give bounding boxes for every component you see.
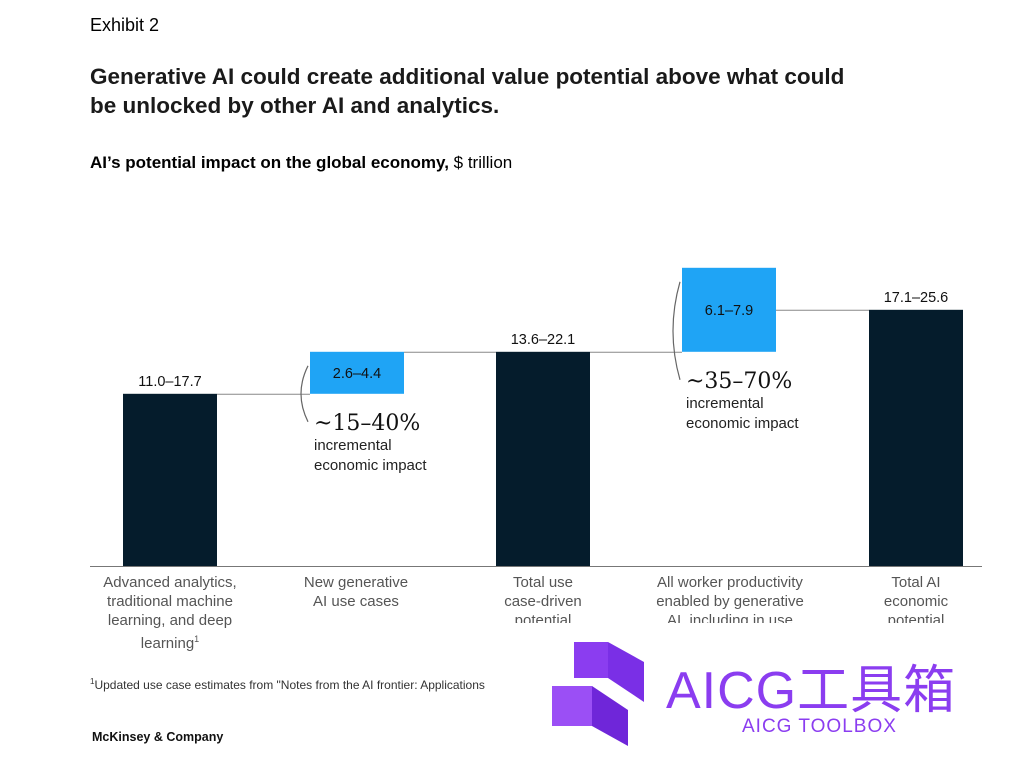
footnote-text: Updated use case estimates from "Notes f… bbox=[94, 678, 485, 692]
footnote-mark: 1 bbox=[90, 677, 95, 686]
watermark-text: AICG工具箱 bbox=[666, 662, 957, 720]
category-label-line: All worker productivity bbox=[657, 574, 803, 591]
category-label-line: Total AI bbox=[891, 574, 941, 591]
bar-2 bbox=[310, 351, 404, 394]
bar-1 bbox=[123, 393, 217, 566]
category-label-line: New generative bbox=[303, 574, 409, 591]
bar-value-label-2: 2.6–4.4 bbox=[333, 366, 381, 382]
impact-caption-line2-1: economic impact bbox=[314, 457, 427, 474]
bracket-1 bbox=[300, 365, 309, 423]
bar-value-label-3: 13.6–22.1 bbox=[511, 332, 576, 348]
category-label-line: learning bbox=[140, 635, 195, 651]
impact-caption-line1-1: incremental bbox=[314, 437, 392, 454]
category-label-5: Total AI economic potential bbox=[826, 573, 1006, 623]
category-label-2: New generative AI use cases bbox=[266, 573, 446, 613]
category-label-line: Total use bbox=[512, 574, 574, 591]
category-label-line: Advanced analytics, bbox=[103, 574, 237, 591]
bar-value-label-4: 6.1–7.9 bbox=[705, 303, 753, 319]
impact-caption-line2-2: economic impact bbox=[686, 415, 799, 432]
subtitle-main: AI’s potential impact on the global econ… bbox=[90, 153, 449, 172]
category-label-line: AI use cases bbox=[313, 593, 399, 610]
chart-subtitle: AI’s potential impact on the global econ… bbox=[90, 153, 512, 173]
category-label-3: Total use case-driven potential bbox=[453, 573, 633, 623]
bar-value-label-5: 17.1–25.6 bbox=[884, 290, 949, 306]
watermark-logo-icon bbox=[552, 642, 644, 746]
impact-caption-line1-2: incremental bbox=[686, 395, 764, 412]
impact-percent-1: ~15–40% bbox=[314, 411, 420, 436]
category-label-line: AI, including in use bbox=[667, 612, 793, 623]
category-label-4: All worker productivity enabled by genera… bbox=[630, 573, 830, 623]
bar-5 bbox=[869, 309, 963, 566]
impact-percent-2: ~35–70% bbox=[686, 369, 792, 394]
category-label-line: case-driven bbox=[504, 593, 582, 610]
category-label-line: traditional machine bbox=[107, 593, 233, 610]
headline: Generative AI could create additional va… bbox=[90, 64, 845, 118]
subtitle-unit: $ trillion bbox=[448, 153, 513, 172]
exhibit-label: Exhibit 2 bbox=[90, 15, 160, 35]
category-label-1: Advanced analytics, traditional machine le… bbox=[80, 573, 260, 651]
category-label-line: learning, and deep bbox=[107, 612, 233, 629]
brand-logo-text: McKinsey & Company bbox=[92, 730, 224, 744]
watermark-subtext: AICG TOOLBOX bbox=[742, 716, 897, 737]
footnote: 1Updated use case estimates from "Notes … bbox=[90, 677, 485, 692]
category-label-line: enabled by generative bbox=[656, 593, 804, 610]
category-label-line: potential bbox=[514, 612, 572, 623]
bracket-2 bbox=[672, 281, 681, 380]
category-label-line: potential bbox=[887, 612, 945, 623]
footnote-ref: 1 bbox=[194, 634, 200, 644]
bar-3 bbox=[496, 351, 590, 566]
category-label-line: economic bbox=[883, 593, 949, 610]
bar-4 bbox=[682, 267, 776, 352]
bar-value-label-1: 11.0–17.7 bbox=[138, 374, 201, 390]
